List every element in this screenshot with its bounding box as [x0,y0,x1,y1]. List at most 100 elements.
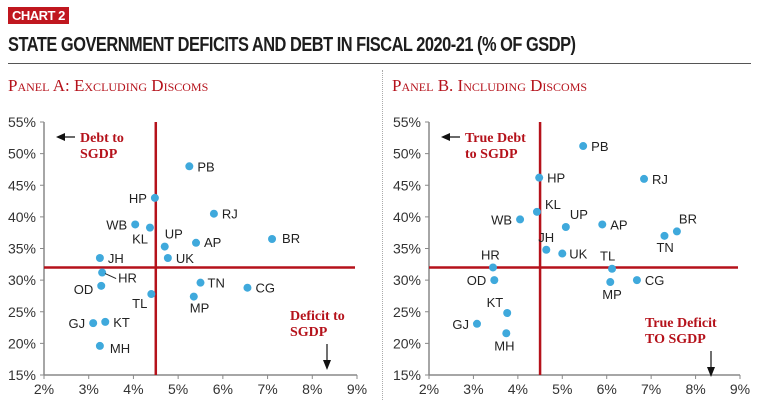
panel-a-point-br [268,235,277,244]
panel-b-x-tick-label: 6% [597,381,617,397]
panel-a-point-gj [89,319,98,328]
panel-a-point-label-br: BR [282,231,300,246]
panel-b-point-up [561,222,570,231]
panel-b-x-annotation-line-1: True Deficit [645,316,717,331]
panel-a-point-label-wb: WB [106,217,127,232]
panel-b-point-br [672,227,681,236]
panel-b-down-arrowhead-icon [707,367,715,377]
panel-a-x-tick-label: 9% [347,381,367,397]
panel-a-point-ap [192,238,201,247]
panel-b-point-label-uk: UK [569,247,587,262]
panel-a-point-mp [189,292,198,301]
panel-a-x-tick-label: 5% [168,381,188,397]
panel-a-y-tick-label: 55% [8,114,36,130]
panel-b-y-tick-label: 15% [393,367,421,383]
panel-b-point-mp [606,278,615,287]
panel-a-point-label-rj: RJ [222,207,238,222]
panel-b-point-hr [488,263,497,272]
chart-title: STATE GOVERNMENT DEFICITS AND DEBT IN FI… [8,34,576,56]
panel-b-point-label-jh: JH [538,230,554,245]
panel-a-point-up [160,242,169,251]
panel-a-point-label-uk: UK [176,251,194,266]
panel-a-point-label-od: OD [74,282,94,297]
panel-a-point-label-pb: PB [197,159,214,174]
panel-b-point-label-hr: HR [481,247,500,262]
panel-b-point-label-kl: KL [545,197,561,212]
panel-a-point-jh [95,253,104,262]
panel-a-point-label-tn: TN [208,276,225,291]
panel-a-point-label-jh: JH [108,251,124,266]
panel-a-point-hr [98,268,107,277]
panel-b-x-tick-label: 9% [730,381,750,397]
panel-a-point-rj [209,209,218,218]
panel-b-point-label-tl: TL [600,249,615,264]
panel-a-point-label-cg: CG [255,281,275,296]
panel-b-x-annotation-line-2: TO SGDP [645,332,706,347]
panel-b-x-tick-label: 4% [508,381,528,397]
panel-a-point-label-hr: HR [118,271,137,286]
panel-a-point-kt [101,317,110,326]
panel-a-x-tick-label: 8% [302,381,322,397]
panel-a-x-tick-label: 7% [257,381,277,397]
panel-b-point-label-ap: AP [610,217,627,232]
panel-b-point-kl [532,207,541,216]
panel-a-left-arrowhead-icon [56,133,65,141]
panel-b-point-label-kt: KT [487,295,504,310]
panel-b-left-arrowhead-icon [441,133,450,141]
panel-a-point-od [97,281,106,290]
panel-a-down-arrowhead-icon [323,360,331,370]
panel-a-y-tick-label: 45% [8,177,36,193]
panel-a-point-cg [243,283,252,292]
panel-a-point-mh [95,341,104,350]
panel-b-x-tick-label: 3% [463,381,483,397]
panel-b-point-label-up: UP [570,207,588,222]
panel-a-point-label-hp: HP [129,191,147,206]
panel-a-point-tn [196,278,205,287]
panel-b-point-mh [502,329,511,338]
panel-b-y-tick-label: 55% [393,114,421,130]
panel-b-point-label-br: BR [679,211,697,226]
panel-b-y-tick-label: 30% [393,272,421,288]
panel-a-point-label-mp: MP [190,301,210,316]
panel-b-point-kt [503,309,512,318]
panel-a-point-tl [147,290,156,299]
panel-b-point-label-tn: TN [656,240,673,255]
panel-b-point-label-cg: CG [645,273,665,288]
panel-b-point-label-mp: MP [602,287,622,302]
panel-a-y-tick-label: 40% [8,209,36,225]
panel-a-x-annotation-line-1: Deficit to [290,309,345,324]
panel-a-y-tick-label: 25% [8,304,36,320]
panel-b-y-tick-label: 50% [393,146,421,162]
panel-a-point-label-mh: MH [110,341,130,356]
panel-a-y-tick-label: 20% [8,335,36,351]
panel-b-y-tick-label: 40% [393,209,421,225]
panel-b-point-wb [516,215,525,224]
panel-b-title: Panel B. Including Discoms [392,76,588,95]
panel-b-y-tick-label: 25% [393,304,421,320]
panel-b-point-label-od: OD [467,273,487,288]
panel-b-y-tick-label: 35% [393,241,421,257]
panel-a-point-uk [163,253,172,262]
panel-b-y-annotation-line-2: to SGDP [465,147,518,162]
panel-a-x-tick-label: 6% [213,381,233,397]
panel-a-x-tick-label: 2% [34,381,54,397]
panel-a-point-kl [145,223,154,232]
panel-separator [382,70,383,400]
panel-b-point-label-mh: MH [494,338,514,353]
panel-b-point-label-gj: GJ [452,317,469,332]
panel-b-y-annotation-line-1: True Debt [465,131,526,146]
panel-b-point-jh [542,245,551,254]
panel-a-x-tick-label: 4% [123,381,143,397]
panel-a-point-label-up: UP [165,227,183,242]
panel-a-y-tick-label: 50% [8,146,36,162]
panel-a-point-label-ap: AP [204,235,221,250]
panel-b-point-tn [660,231,669,240]
panel-b-point-od [490,276,499,285]
panel-b-y-tick-label: 45% [393,177,421,193]
panel-b-point-label-wb: WB [491,212,512,227]
panel-a-point-label-tl: TL [132,296,147,311]
panel-b-point-label-pb: PB [591,139,608,154]
panel-b-point-cg [632,276,641,285]
title-divider [8,63,751,64]
